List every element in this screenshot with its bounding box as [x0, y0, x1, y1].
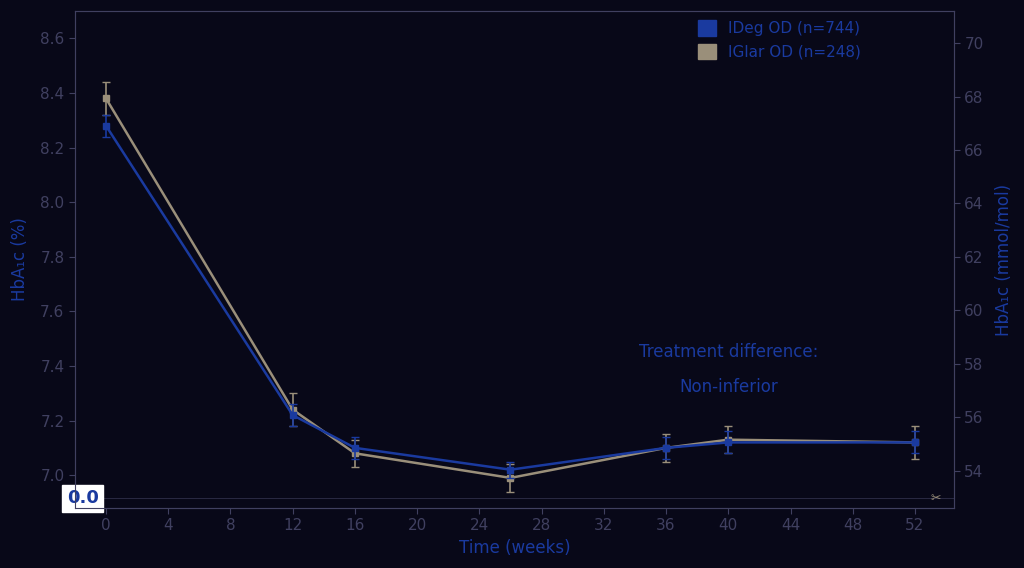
Legend: IDeg OD (n=744), IGlar OD (n=248): IDeg OD (n=744), IGlar OD (n=248) [691, 14, 867, 66]
X-axis label: Time (weeks): Time (weeks) [459, 539, 570, 557]
Text: 0.0: 0.0 [67, 490, 98, 507]
Text: ✂: ✂ [931, 492, 941, 505]
Text: Non-inferior: Non-inferior [679, 378, 777, 396]
Text: Treatment difference:: Treatment difference: [639, 343, 818, 361]
Y-axis label: HbA₁c (%): HbA₁c (%) [11, 218, 29, 302]
Y-axis label: HbA₁c (mmol/mol): HbA₁c (mmol/mol) [995, 183, 1013, 336]
